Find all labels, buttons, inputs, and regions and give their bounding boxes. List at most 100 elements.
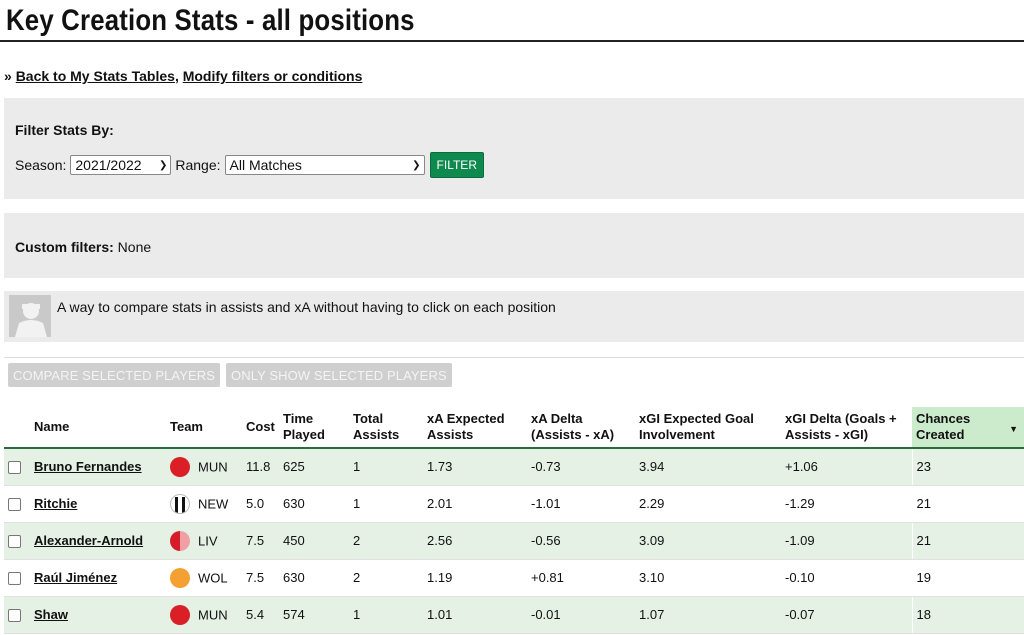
total-assists-cell: 1 (349, 485, 423, 523)
custom-filters-label: Custom filters: (15, 239, 114, 255)
range-label: Range: (175, 157, 221, 173)
chances-created-cell: 21 (911, 522, 1024, 560)
column-header-xgi[interactable]: xGI Expected Goal Involvement (635, 407, 781, 449)
row-select-checkbox[interactable] (8, 461, 21, 475)
filter-panel: Filter Stats By: Season: 2021/2022 ❯ Ran… (4, 98, 1024, 199)
xgi-cell: 3.09 (635, 522, 781, 560)
column-header-time-played[interactable]: Time Played (279, 407, 349, 449)
modify-filters-link[interactable]: Modify filters or conditions (182, 68, 363, 84)
column-header-xgi-delta[interactable]: xGI Delta (Goals + Assists - xGI) (781, 407, 912, 449)
xa-delta-cell: -0.56 (527, 522, 635, 560)
time-played-cell: 630 (279, 559, 349, 597)
team-crest-icon (170, 493, 190, 514)
row-select-checkbox[interactable] (8, 498, 21, 512)
team-crest-icon (170, 530, 190, 551)
only-show-selected-players-button[interactable]: ONLY SHOW SELECTED PLAYERS (226, 363, 452, 387)
table-row: Ritchie NEW 5.0 630 1 2.01 -1.01 2.29 -1… (4, 485, 1024, 523)
xa-delta-cell: -1.01 (527, 485, 635, 523)
team-abbreviation: WOL (198, 570, 228, 585)
xgi-cell: 1.07 (635, 596, 781, 634)
column-header-xa[interactable]: xA Expected Assists (423, 407, 527, 449)
season-value: 2021/2022 (75, 157, 142, 173)
team-abbreviation: MUN (198, 607, 228, 622)
player-name-link[interactable]: Bruno Fernandes (34, 459, 142, 475)
cost-cell: 5.0 (242, 485, 279, 523)
time-played-cell: 625 (279, 448, 349, 486)
custom-filters-text: Custom filters: None (15, 239, 151, 255)
column-header-team[interactable]: Team (166, 407, 242, 449)
player-name-link[interactable]: Ritchie (34, 496, 78, 511)
chances-created-cell: 23 (911, 448, 1024, 486)
chevron-down-icon: ❯ (158, 159, 168, 171)
range-select[interactable]: All Matches ❯ (224, 155, 425, 175)
xa-cell: 1.73 (423, 448, 527, 486)
row-select-checkbox[interactable] (8, 572, 21, 586)
table-row: Alexander-Arnold LIV 7.5 450 2 2.56 -0.5… (4, 522, 1024, 560)
cost-cell: 7.5 (242, 559, 279, 597)
filter-button[interactable]: FILTER (429, 152, 484, 178)
time-played-cell: 574 (279, 596, 349, 634)
user-avatar-icon (9, 295, 51, 337)
column-header-name[interactable]: Name (30, 407, 166, 449)
selection-actions-bar: COMPARE SELECTED PLAYERS ONLY SHOW SELEC… (4, 357, 1024, 395)
xgi-delta-cell: +1.06 (781, 448, 912, 486)
player-name-link[interactable]: Alexander-Arnold (34, 533, 144, 548)
xgi-delta-cell: -0.10 (781, 559, 912, 597)
team-abbreviation: MUN (198, 459, 228, 475)
link-separator: , (174, 68, 183, 84)
xa-cell: 2.56 (423, 522, 527, 560)
row-select-checkbox[interactable] (8, 535, 21, 549)
stats-table: Name Team Cost Time Played Total Assists… (4, 407, 1024, 634)
chances-created-cell: 18 (911, 596, 1024, 634)
chances-created-label: Chances Created (916, 411, 971, 442)
cost-cell: 11.8 (242, 448, 279, 486)
xgi-delta-cell: -0.07 (781, 596, 912, 634)
xa-delta-cell: -0.01 (527, 596, 635, 634)
total-assists-cell: 2 (349, 559, 423, 597)
table-row: Shaw MUN 5.4 574 1 1.01 -0.01 1.07 -0.07… (4, 596, 1024, 634)
season-select[interactable]: 2021/2022 ❯ (70, 155, 172, 175)
filter-heading: Filter Stats By: (15, 122, 114, 138)
filter-row: Season: 2021/2022 ❯ Range: All Matches ❯… (15, 152, 484, 178)
description-panel: A way to compare stats in assists and xA… (4, 291, 1024, 342)
column-header-chances-created[interactable]: Chances Created ▼ (912, 407, 1024, 449)
total-assists-cell: 1 (349, 596, 423, 634)
custom-filters-value: None (113, 239, 152, 255)
column-header-xa-delta[interactable]: xA Delta (Assists - xA) (527, 407, 635, 449)
sort-descending-icon: ▼ (1009, 424, 1018, 434)
team-crest-icon (170, 456, 190, 477)
xa-cell: 1.01 (423, 596, 527, 634)
cost-cell: 5.4 (242, 596, 279, 634)
select-column-header (4, 407, 30, 449)
team-crest-icon (170, 604, 190, 625)
back-to-stats-tables-link[interactable]: Back to My Stats Tables (15, 68, 175, 84)
page-title: Key Creation Stats - all positions (6, 4, 415, 37)
player-name-link[interactable]: Raúl Jiménez (34, 570, 118, 585)
table-description: A way to compare stats in assists and xA… (57, 299, 556, 315)
xgi-cell: 3.94 (635, 448, 781, 486)
compare-selected-players-button[interactable]: COMPARE SELECTED PLAYERS (8, 363, 221, 387)
player-name-link[interactable]: Shaw (34, 607, 68, 622)
team-crest-icon (170, 567, 190, 588)
xa-cell: 1.19 (423, 559, 527, 597)
xgi-delta-cell: -1.09 (781, 522, 912, 560)
title-divider (0, 40, 1024, 42)
column-header-cost[interactable]: Cost (242, 407, 279, 449)
chances-created-cell: 19 (911, 559, 1024, 597)
total-assists-cell: 1 (349, 448, 423, 486)
link-prefix: » (4, 68, 16, 84)
total-assists-cell: 2 (349, 522, 423, 560)
range-value: All Matches (229, 157, 302, 173)
chances-created-cell: 21 (911, 485, 1024, 523)
table-row: Bruno Fernandes MUN 11.8 625 1 1.73 -0.7… (4, 448, 1024, 486)
team-abbreviation: NEW (198, 496, 229, 511)
time-played-cell: 630 (279, 485, 349, 523)
row-select-checkbox[interactable] (8, 609, 21, 623)
table-header-row: Name Team Cost Time Played Total Assists… (4, 407, 1024, 449)
season-label: Season: (15, 157, 67, 173)
cost-cell: 7.5 (242, 522, 279, 560)
column-header-total-assists[interactable]: Total Assists (349, 407, 423, 449)
xa-delta-cell: +0.81 (527, 559, 635, 597)
custom-filters-panel: Custom filters: None (4, 213, 1024, 278)
xa-cell: 2.01 (423, 485, 527, 523)
